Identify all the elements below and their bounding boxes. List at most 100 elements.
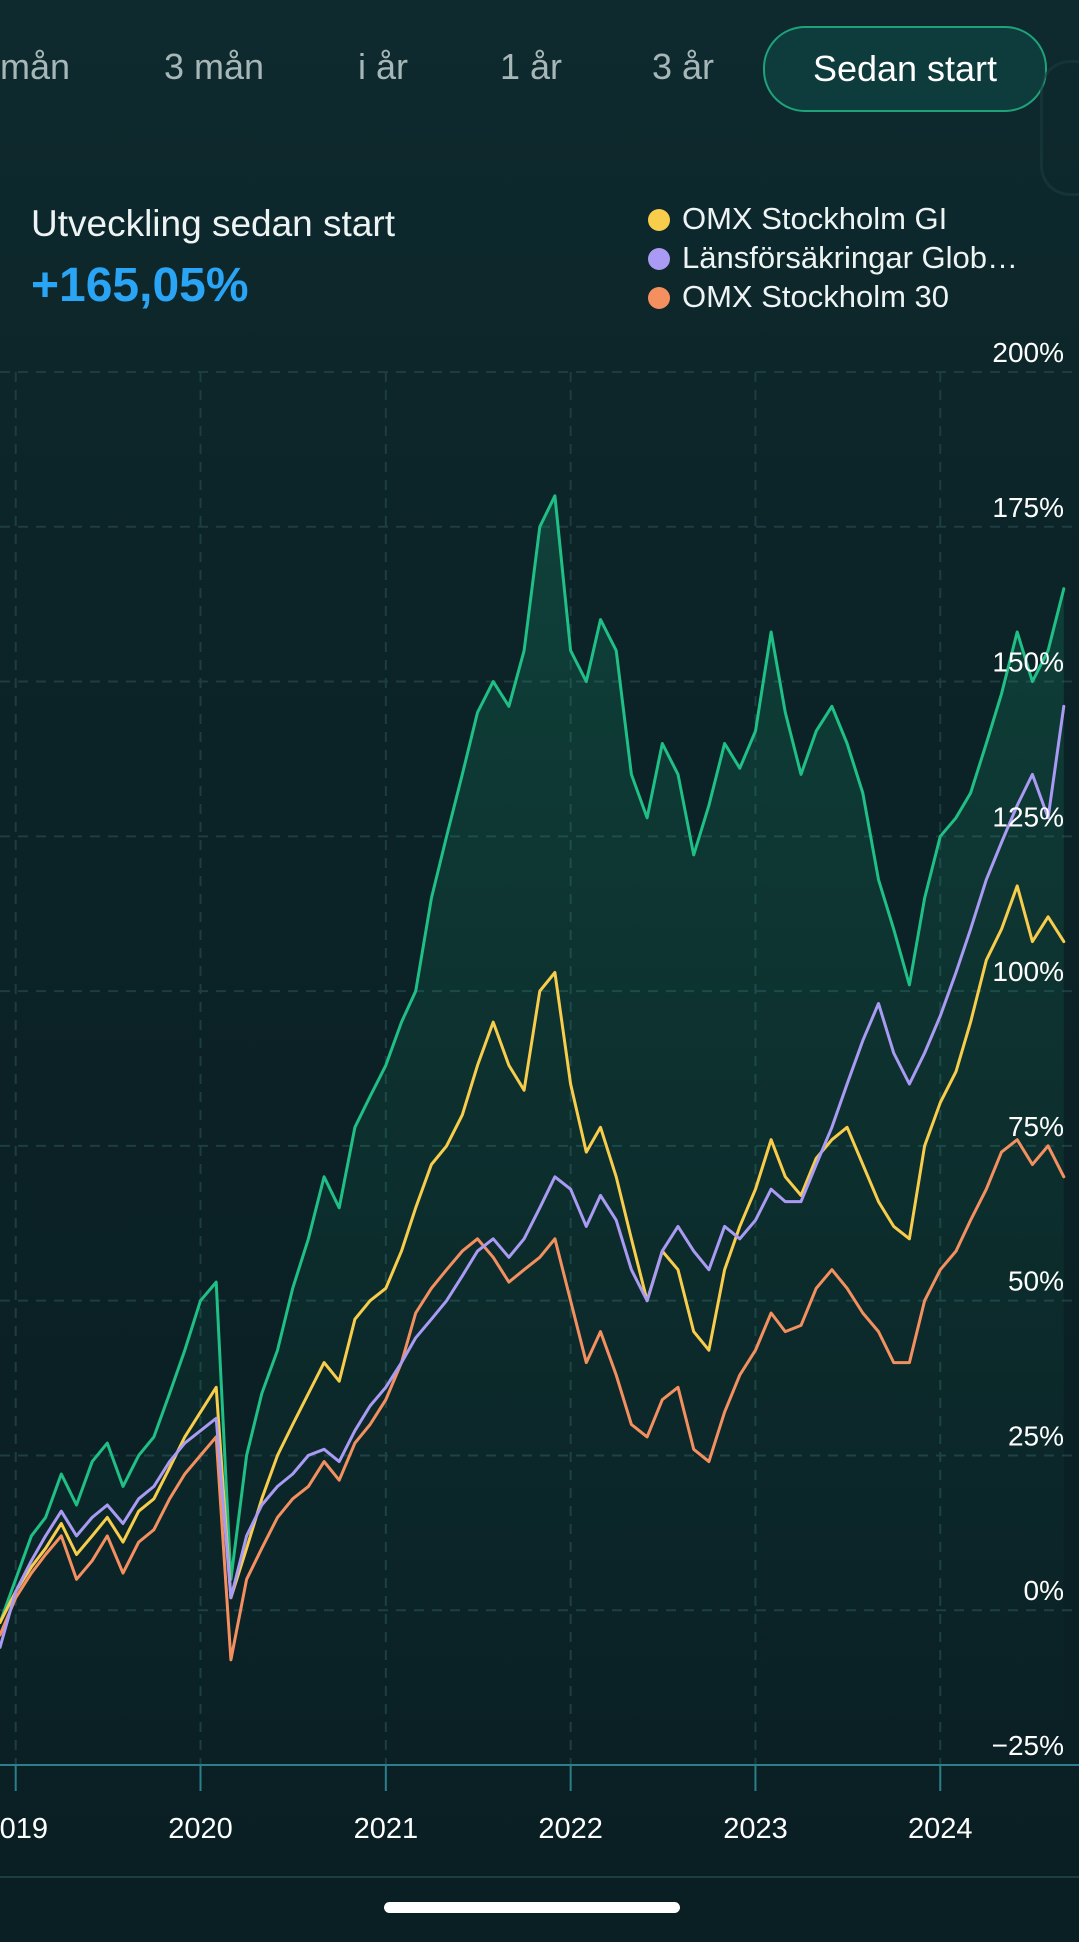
data-point-0	[1001, 693, 1002, 695]
data-point-3	[153, 1529, 155, 1531]
data-point-3	[76, 1578, 77, 1580]
tab-1-ar[interactable]: 1 år	[500, 46, 563, 87]
data-point-0	[30, 1535, 32, 1537]
data-point-0	[91, 1461, 93, 1463]
data-point-0	[184, 1349, 186, 1351]
legend-dot-omx-30	[648, 287, 670, 309]
data-point-2	[76, 1535, 77, 1537]
y-tick-label: 200%	[992, 337, 1064, 368]
data-point-1	[677, 1269, 679, 1271]
data-point-1	[815, 1157, 817, 1159]
data-point-3	[924, 1300, 926, 1302]
data-point-3	[292, 1498, 294, 1500]
data-point-1	[76, 1554, 77, 1555]
legend-item-lansforsakringar[interactable]: Länsförsäkringar Glob…	[648, 238, 1079, 277]
data-point-1	[784, 1176, 786, 1178]
data-point-0	[401, 1021, 402, 1023]
data-point-1	[246, 1547, 248, 1549]
data-point-3	[862, 1312, 864, 1314]
data-point-2	[15, 1591, 17, 1593]
series-fill-fund	[0, 495, 1064, 1765]
data-point-0	[76, 1504, 77, 1506]
data-point-3	[784, 1331, 786, 1333]
data-point-2	[815, 1164, 817, 1165]
data-point-1	[523, 1089, 525, 1091]
data-point-1	[184, 1436, 186, 1438]
data-point-0	[585, 681, 587, 683]
data-point-3	[800, 1324, 802, 1326]
data-point-1	[385, 1287, 387, 1289]
data-point-2	[184, 1442, 186, 1444]
data-point-2	[369, 1405, 371, 1407]
series-line-3	[0, 1138, 1066, 1662]
legend-item-omx-30[interactable]: OMX Stockholm 30	[648, 277, 1079, 316]
data-point-3	[846, 1287, 848, 1289]
data-point-2	[924, 1052, 926, 1054]
data-point-2	[755, 1219, 756, 1221]
tab-3-ar[interactable]: 3 år	[652, 46, 715, 87]
tab-i-ar[interactable]: i år	[358, 46, 409, 87]
data-point-0	[939, 835, 941, 837]
data-point-3	[724, 1411, 726, 1413]
data-point-3	[955, 1250, 957, 1252]
home-indicator[interactable]	[384, 1902, 680, 1913]
data-point-2	[307, 1454, 309, 1456]
data-point-0	[862, 792, 864, 794]
data-point-0	[153, 1436, 155, 1438]
data-point-2	[215, 1417, 217, 1419]
data-point-2	[492, 1238, 494, 1240]
data-point-0	[554, 495, 556, 497]
y-tick-label: 150%	[992, 647, 1064, 678]
data-point-3	[693, 1448, 695, 1450]
data-point-0	[60, 1473, 62, 1475]
data-point-0	[477, 712, 478, 713]
data-point-1	[539, 990, 541, 992]
data-point-0	[354, 1126, 356, 1128]
data-point-1	[338, 1380, 340, 1382]
tab-sedan-start[interactable]: Sedan start	[763, 26, 1047, 112]
data-point-3	[878, 1331, 879, 1333]
data-point-3	[0, 1634, 1, 1636]
data-point-0	[815, 730, 817, 732]
series-line-0	[0, 494, 1066, 1625]
performance-label: Utveckling sedan start	[31, 203, 396, 244]
data-point-1	[307, 1393, 309, 1394]
tab-3-man[interactable]: 3 mån	[164, 46, 265, 87]
data-point-0	[323, 1176, 325, 1178]
data-point-2	[508, 1256, 510, 1258]
data-point-0	[784, 712, 786, 713]
data-point-3	[755, 1349, 756, 1351]
data-point-2	[661, 1250, 663, 1252]
data-point-0	[878, 879, 879, 881]
x-tick-label: 2022	[538, 1813, 603, 1845]
data-point-1	[106, 1516, 108, 1518]
data-point-2	[893, 1052, 895, 1054]
series-line-2	[0, 704, 1066, 1649]
data-point-0	[615, 650, 617, 652]
data-point-0	[461, 773, 463, 775]
data-point-0	[385, 1064, 387, 1066]
data-point-1	[862, 1164, 864, 1165]
y-axis: 200% 175% 150% 125% 100% 75% 50% 25% 0% −25%	[992, 337, 1064, 1761]
legend-item-omx-gi[interactable]: OMX Stockholm GI	[648, 199, 1079, 238]
data-point-3	[60, 1535, 62, 1537]
data-point-3	[893, 1362, 895, 1364]
data-point-0	[1063, 588, 1065, 590]
data-point-1	[277, 1454, 278, 1456]
data-point-2	[261, 1504, 263, 1506]
data-point-0	[169, 1393, 171, 1394]
x-tick-label: 2019	[0, 1813, 48, 1845]
data-point-0	[430, 897, 432, 899]
data-point-2	[91, 1516, 93, 1518]
data-point-2	[323, 1448, 325, 1450]
performance-value: +165,05%	[31, 259, 249, 312]
data-point-3	[200, 1454, 201, 1456]
chart-legend: OMX Stockholm GI Länsförsäkringar Glob… …	[648, 199, 1079, 316]
data-point-3	[600, 1331, 601, 1333]
data-point-0	[369, 1095, 371, 1097]
data-point-1	[708, 1349, 710, 1351]
data-point-3	[430, 1287, 432, 1289]
data-point-1	[939, 1102, 941, 1104]
tab-1-man[interactable]: mån	[0, 46, 71, 87]
